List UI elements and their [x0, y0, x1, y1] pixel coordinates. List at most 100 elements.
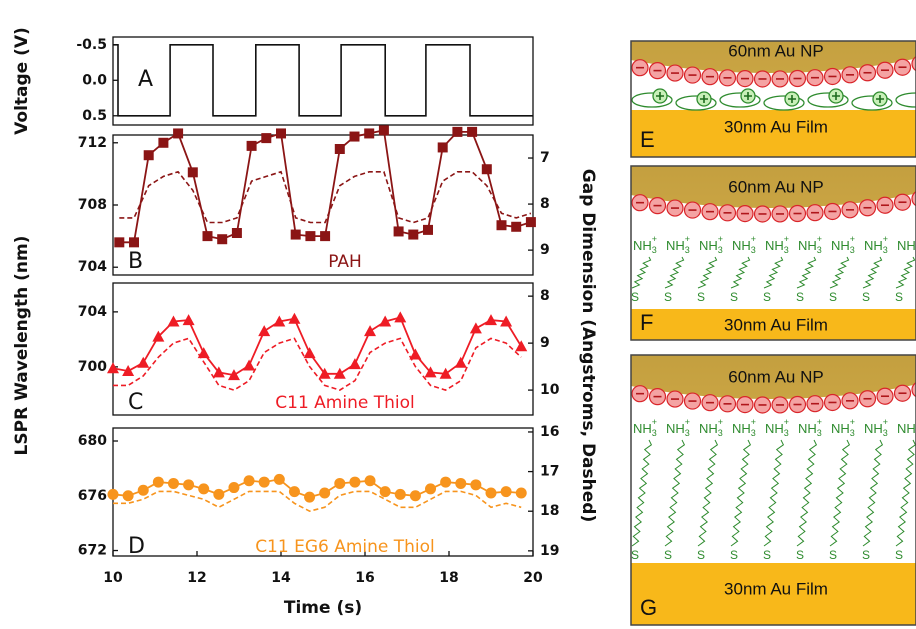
marker [394, 488, 406, 500]
head-group: NH3+ [633, 234, 657, 255]
gold-film [631, 309, 916, 340]
panel-label: F [640, 310, 653, 335]
head-group-subscript: 3 [685, 428, 690, 438]
marker [243, 359, 256, 371]
marker [187, 167, 198, 178]
marker [231, 228, 242, 238]
marker [408, 229, 419, 240]
polymer-chain [631, 92, 673, 108]
y-tick-label: 708 [78, 197, 107, 213]
alkyl-chain [862, 256, 883, 289]
x-axis-label: Time (s) [284, 598, 362, 618]
head-group-base: NH [831, 238, 850, 253]
head-group-subscript: 3 [883, 428, 888, 438]
anchor-atom: S [763, 290, 771, 304]
marker [364, 475, 376, 487]
head-group-subscript: 3 [784, 245, 789, 255]
x-tick-label: 10 [103, 570, 123, 586]
head-group-superscript: + [784, 234, 789, 244]
head-group-base: NH [666, 238, 685, 253]
marker [173, 128, 184, 139]
marker [167, 315, 180, 327]
alkyl-chain [763, 439, 785, 547]
marker [303, 347, 316, 359]
alkyl-chain [631, 256, 652, 289]
marker [318, 367, 331, 379]
panel-frame [630, 40, 916, 158]
head-group-base: NH [798, 421, 817, 436]
panel-frame [630, 354, 916, 626]
marker [107, 362, 119, 374]
marker [197, 347, 210, 359]
y2-tick-label: 19 [540, 543, 559, 559]
plot-frame [112, 282, 534, 416]
marker [334, 477, 346, 489]
marker [122, 365, 135, 376]
marker [167, 477, 179, 489]
y-tick-label: 704 [78, 304, 107, 320]
anchor-atom: S [664, 290, 672, 304]
y2-tick-label: 7 [540, 150, 550, 166]
alkyl-chain [796, 439, 818, 547]
plus-sign [832, 92, 840, 100]
y2-tick-label: 18 [540, 503, 559, 519]
head-group-superscript: + [784, 417, 789, 427]
head-group: NH3+ [732, 417, 756, 438]
polymer-chain [895, 92, 916, 108]
marker [246, 140, 257, 151]
marker [261, 133, 272, 144]
head-group-subscript: 3 [784, 428, 789, 438]
head-group-superscript: + [751, 234, 756, 244]
anchor-atom: S [631, 290, 639, 304]
marker [158, 137, 169, 148]
y-tick-label: 672 [78, 543, 107, 559]
head-group-base: NH [633, 421, 652, 436]
head-group-subscript: 3 [751, 245, 756, 255]
head-group: NH3+ [831, 417, 855, 438]
marker [143, 150, 154, 161]
marker [409, 490, 421, 502]
alkyl-chain [829, 256, 850, 289]
data-line [113, 44, 533, 117]
marker [304, 491, 316, 503]
head-group: NH3+ [666, 234, 690, 255]
marker [273, 315, 286, 327]
marker [273, 473, 285, 485]
marker [424, 366, 437, 378]
marker [485, 487, 497, 499]
head-group-superscript: + [883, 234, 888, 244]
x-tick-label: 18 [439, 570, 458, 586]
plus-sign [876, 95, 884, 103]
alkyl-chain [829, 439, 851, 547]
head-group-base: NH [633, 238, 652, 253]
head-group-subscript: 3 [883, 245, 888, 255]
head-group-base: NH [699, 421, 718, 436]
head-group-base: NH [897, 421, 916, 436]
head-group-subscript: 3 [652, 245, 657, 255]
nanoparticle [631, 355, 916, 399]
head-group-superscript: + [817, 417, 822, 427]
marker [500, 486, 512, 498]
head-group-subscript: 3 [685, 245, 690, 255]
head-group: NH3+ [798, 417, 822, 438]
polymer-chain [763, 95, 805, 111]
alkyl-chain [730, 439, 752, 547]
marker [212, 366, 225, 378]
marker [320, 231, 331, 242]
head-group-superscript: + [652, 417, 657, 427]
charge-minus [911, 382, 916, 398]
anchor-atom: S [763, 548, 771, 562]
series-annotation: PAH [328, 252, 362, 272]
head-group: NH3+ [765, 417, 789, 438]
marker [364, 325, 377, 337]
marker [333, 367, 346, 379]
polymer-chain [851, 95, 893, 111]
marker [452, 126, 463, 137]
anchor-atom: S [796, 290, 804, 304]
marker [423, 224, 433, 235]
marker [334, 144, 345, 154]
anchor-atom: S [730, 290, 738, 304]
alkyl-chain [796, 256, 817, 289]
marker [469, 322, 482, 334]
nanoparticle [631, 166, 916, 208]
